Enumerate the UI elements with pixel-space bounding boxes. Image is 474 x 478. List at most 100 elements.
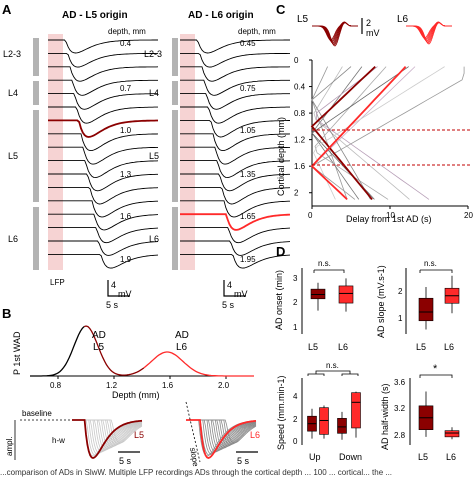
scale-mv-unit-right: mV	[234, 289, 248, 299]
depth-left-3: 1.3	[120, 170, 132, 179]
speed-cat-0: Up	[309, 452, 321, 462]
layer-label-l6-right: L6	[149, 234, 159, 244]
depth-probability-curve-l5	[83, 325, 145, 376]
b-scale-s-right: 5 s	[237, 456, 250, 466]
panel-a-letter: A	[2, 2, 12, 17]
depth-right-4: 1.65	[240, 212, 256, 221]
onset-boxes	[310, 278, 354, 312]
scale-bar-right	[223, 280, 246, 297]
slope-label: slope	[188, 447, 200, 468]
depth-delay-trace	[315, 66, 430, 200]
slope-ylabel: AD slope (mV.s-1)	[376, 265, 386, 338]
layer-label-l5-left: L5	[8, 151, 18, 161]
mini-waveforms-l6	[406, 21, 452, 45]
lfp-trace	[48, 186, 159, 205]
mini-trace	[406, 22, 452, 45]
boxplot-ad-onset: AD onset (min) n.s. 1 2 3 L5 L6	[274, 259, 354, 352]
depth-header-left: depth, mm	[108, 27, 146, 36]
onset-tick-3: 3	[293, 274, 298, 283]
lfp-trace	[180, 200, 290, 218]
lfp-trace	[48, 173, 158, 192]
layer-bar-l5-right	[172, 110, 178, 202]
c-scale-mv: 2	[366, 18, 371, 28]
box-body	[444, 430, 460, 438]
depth-delay-trace	[311, 66, 371, 200]
x-tick-label: 2.0	[218, 381, 230, 390]
lfp-trace	[180, 66, 291, 82]
panel-c-l5-label: L5	[297, 14, 309, 25]
annot-l6-layer: L6	[176, 342, 188, 353]
y-tick-label: 0.4	[294, 83, 306, 92]
layer-label-l23-left: L2-3	[3, 49, 21, 59]
speed-tick-4: 4	[293, 392, 298, 401]
scale-bar-left	[107, 280, 130, 297]
box-body	[418, 297, 434, 322]
boxplot-speed: Speed (mm.min-1) n.s. 0 2 4 Up Down	[276, 361, 362, 462]
slope-boxes	[418, 275, 460, 330]
panel-c-xlabel: Delay from 1st AD (s)	[346, 214, 432, 224]
lfp-trace	[180, 119, 290, 138]
lfp-trace	[180, 186, 291, 205]
x-tick-label: 10	[386, 211, 395, 220]
depth-right-3: 1.35	[240, 170, 256, 179]
layer-label-l4-left: L4	[8, 88, 18, 98]
depth-left-5: 1.9	[120, 255, 132, 264]
depth-delay-trace	[311, 66, 348, 200]
y-tick-label: 0	[294, 56, 299, 65]
panel-b-xlabel: Depth (mm)	[112, 390, 160, 400]
speed-sig-bracket	[307, 370, 359, 376]
shade-right	[180, 34, 195, 270]
depth-delay-traces	[310, 65, 465, 201]
hw-ylabel: AD half-width (s)	[380, 383, 390, 450]
slope-sig-bracket	[419, 269, 453, 273]
hw-boxes	[418, 391, 460, 440]
x-tick-label: 0	[308, 211, 313, 220]
panel-a-right-title: AD - L6 origin	[188, 10, 254, 21]
panel-c-l6-label: L6	[397, 14, 409, 25]
lfp-trace	[48, 93, 158, 110]
speed-sig: n.s.	[326, 361, 339, 370]
layer-bar-l6-right	[172, 207, 178, 270]
mini-trace	[312, 21, 358, 43]
hw-tick-0: 2.8	[394, 431, 406, 440]
box-body	[351, 392, 361, 429]
y-tick-label: 1.2	[294, 136, 306, 145]
lfp-trace	[180, 133, 291, 152]
lfp-trace	[180, 253, 291, 269]
baseline-label: baseline	[22, 409, 52, 418]
y-tick-label: 1.6	[294, 162, 306, 171]
box-body	[310, 288, 326, 300]
panel-b-x-ticks: 0.8 1.2 1.6 2.0	[50, 376, 230, 390]
lfp-label: LFP	[50, 278, 65, 287]
hw-sig: *	[433, 363, 438, 375]
lfp-trace	[48, 52, 158, 68]
c-scale-mv-unit: mV	[366, 28, 380, 38]
annot-l5-ad: AD	[92, 330, 106, 341]
layer-label-l5-right: L5	[149, 151, 159, 161]
lfp-trace	[180, 160, 291, 179]
lfp-trace	[48, 146, 158, 165]
onset-sig: n.s.	[318, 259, 331, 268]
mean-trace	[310, 65, 407, 201]
layer-label-l6-left: L6	[8, 234, 18, 244]
box-body	[338, 285, 354, 304]
panel-c-ylabel: Cortical depth (mm)	[276, 117, 286, 196]
lfp-trace	[48, 133, 159, 152]
x-tick-label: 0.8	[50, 381, 62, 390]
lfp-trace	[48, 200, 158, 218]
lfp-trace	[48, 160, 159, 179]
panel-c-letter: C	[276, 2, 286, 17]
depth-right-0: 0.45	[240, 39, 256, 48]
depth-delay-trace	[313, 66, 410, 200]
boxplot-ad-slope: AD slope (mV.s-1) n.s. 1 2 L5 L6	[376, 259, 460, 352]
panel-a: A AD - L5 origin AD - L6 origin depth, m…	[2, 2, 291, 310]
panel-c-y-ticks: 0 0.4 0.8 1.2 1.6 2	[294, 56, 312, 198]
panel-b: B P 1st WAD 0.8 1.2 1.6 2.0 Depth (mm) AD L…	[2, 306, 260, 468]
boxplot-ad-half-width: AD half-width (s) * 2.8 3.2 3.6 L5 L6	[380, 363, 460, 462]
scale-mv-right: 4	[227, 280, 232, 290]
layer-label-l4-right: L4	[149, 88, 159, 98]
scale-mv-left: 4	[111, 280, 116, 290]
depth-left-2: 1.0	[120, 126, 132, 135]
lfp-trace	[48, 66, 159, 82]
